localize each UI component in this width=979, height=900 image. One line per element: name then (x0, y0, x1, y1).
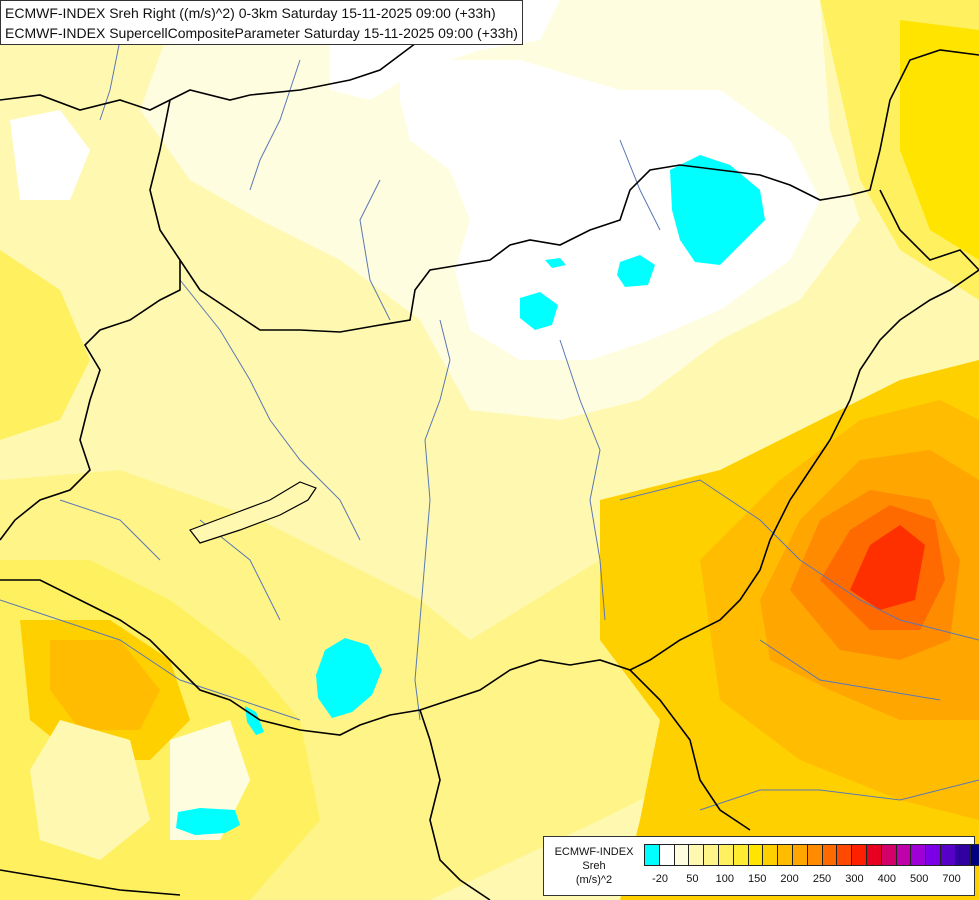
legend-swatch (791, 844, 808, 866)
legend-swatch (806, 844, 823, 866)
legend-tick-label: 100 (715, 873, 734, 885)
legend-swatch (865, 844, 882, 866)
legend-tick-label: -20 (652, 873, 668, 885)
legend-swatch (880, 844, 897, 866)
legend-tick-label: 200 (780, 873, 799, 885)
legend-swatch (910, 844, 927, 866)
legend-unit: (m/s)^2 (575, 874, 613, 886)
legend-tick-label: 400 (877, 873, 896, 885)
legend-label: ECMWF-INDEX Sreh (m/s)^2 (548, 845, 640, 887)
legend-swatch (925, 844, 941, 866)
legend-swatch (658, 844, 675, 866)
legend-swatches (644, 844, 979, 866)
cyan-spot-small3 (545, 258, 566, 268)
field-amber-southwest (50, 640, 160, 730)
cyan-spot-north (670, 155, 765, 265)
cyan-spot-sw2 (176, 808, 240, 835)
legend-parameter-name: Sreh (582, 860, 606, 872)
legend-swatch (688, 844, 705, 866)
legend-swatch (673, 844, 690, 866)
legend-swatch (777, 844, 793, 866)
legend-swatch (747, 844, 764, 866)
lake (189, 481, 317, 544)
rivers (0, 39, 979, 811)
map-title-line1: ECMWF-INDEX Sreh Right ((m/s)^2) 0-3km S… (5, 5, 496, 21)
field-white-north (400, 60, 820, 360)
legend-tick-label: 250 (812, 873, 832, 885)
legend-tick-label: 300 (845, 873, 864, 885)
legend-swatch (644, 844, 660, 866)
legend-tick-label: 150 (748, 873, 767, 885)
map-title-box: ECMWF-INDEX Sreh Right ((m/s)^2) 0-3km S… (0, 0, 523, 45)
legend-swatch (821, 844, 838, 866)
legend-swatch (717, 844, 734, 866)
legend-swatch (732, 844, 749, 866)
legend-swatch (939, 844, 956, 866)
legend-swatch (954, 844, 971, 866)
legend-tick-label: 700 (942, 873, 961, 885)
field-light-southwest (30, 720, 150, 860)
legend-tick-label: 50 (686, 873, 699, 885)
cyan-spot-small2 (520, 292, 558, 330)
legend-swatch (703, 844, 719, 866)
legend-swatch (836, 844, 853, 866)
legend-model-name: ECMWF-INDEX (554, 846, 634, 858)
map-title-line2: ECMWF-INDEX SupercellCompositeParameter … (5, 25, 518, 41)
legend-swatch (969, 844, 979, 866)
field-red-core (850, 525, 925, 610)
legend-swatch (762, 844, 779, 866)
field-yellow-northwest (0, 250, 90, 440)
cyan-spot-south (316, 638, 382, 718)
field-white-northwest (10, 110, 90, 200)
color-legend: ECMWF-INDEX Sreh (m/s)^2 -20 50 100 150 200 2… (543, 836, 979, 896)
cyan-spot-small1 (617, 255, 655, 287)
legend-tick-label: 500 (910, 873, 929, 885)
legend-swatch (851, 844, 867, 866)
legend-swatch (895, 844, 912, 866)
field-gold-northeast (900, 20, 979, 260)
legend-ticks: -20 50 100 150 200 250 300 400 500 700 (644, 873, 972, 889)
